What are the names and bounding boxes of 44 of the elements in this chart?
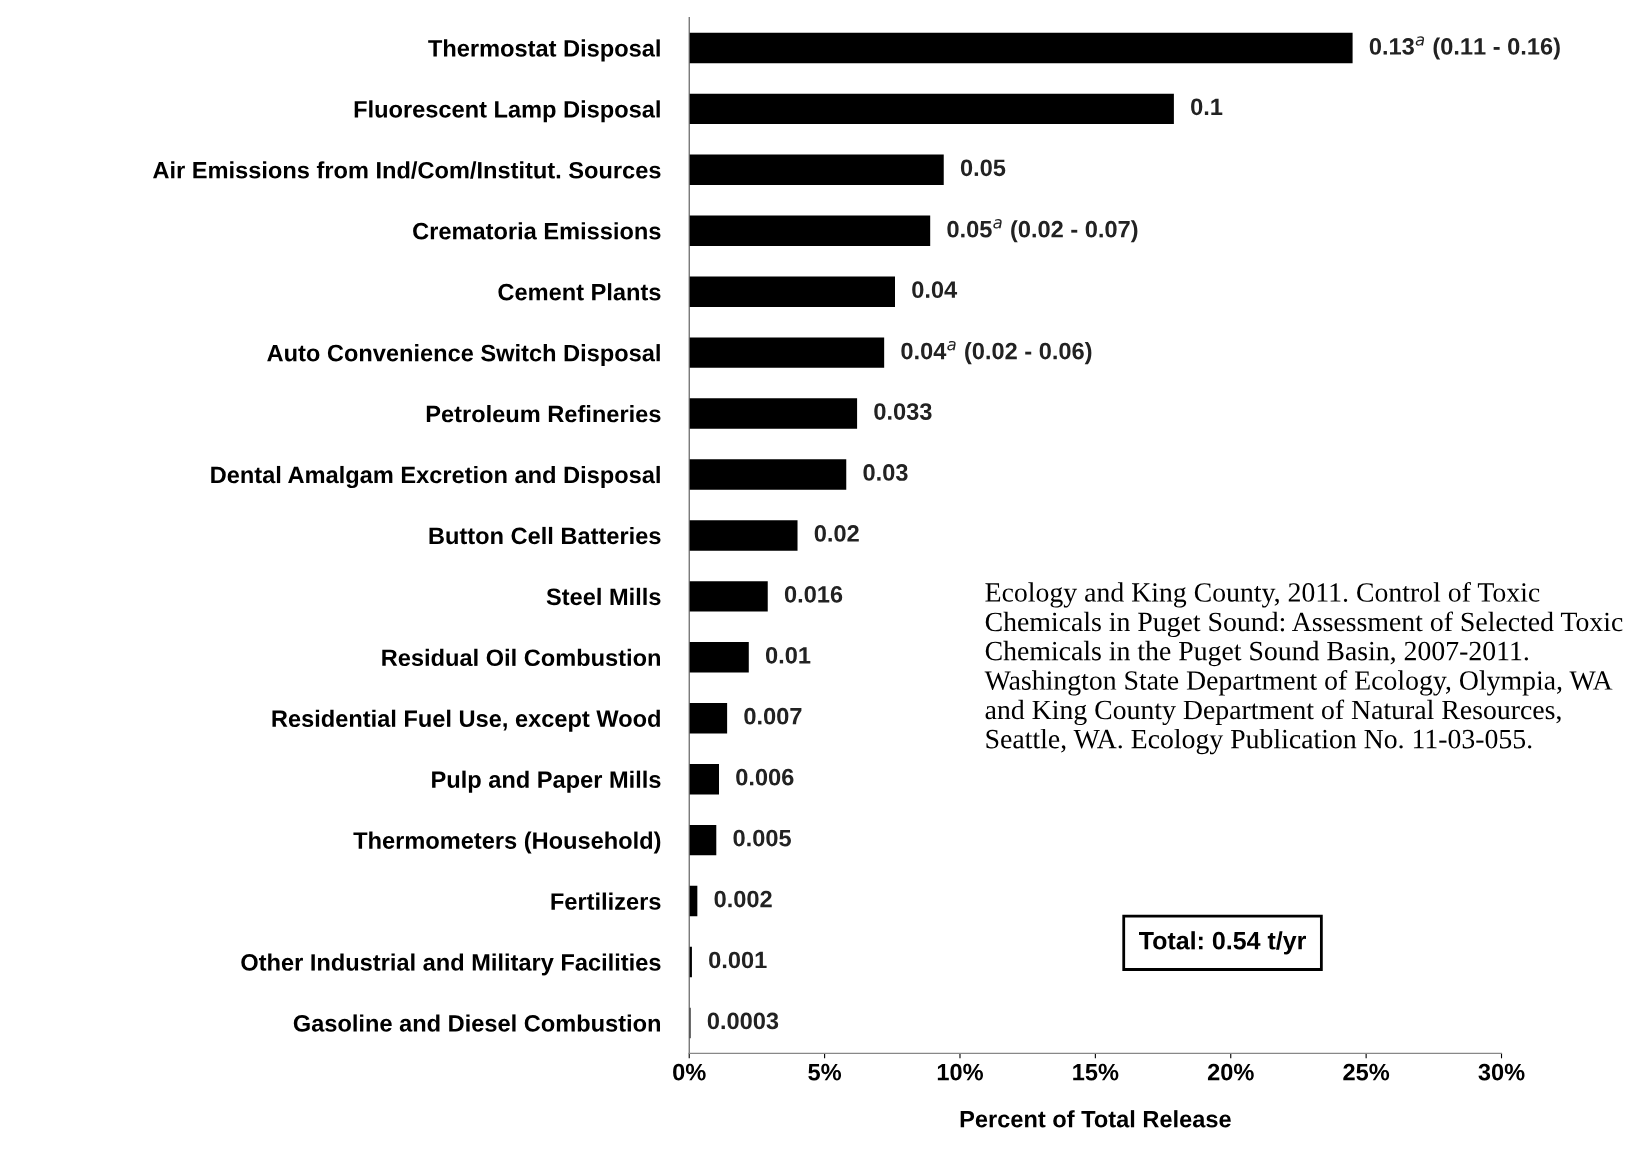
x-tick-label: 0% [673,1063,706,1081]
x-tick-label: 5% [808,1063,842,1081]
y-tick-label: Fluorescent Lamp Disposal [354,100,660,123]
x-tick-label: 25% [1343,1063,1390,1081]
annotation: 0.016 [784,586,843,603]
y-tick-label: Dental Amalgam Excretion and Disposal [211,465,660,489]
annotation: 0.006 [736,768,794,786]
x-tick-label: 10% [937,1063,983,1081]
y-tick-label: Air Emissions from Ind/Com/Institut. Sources [153,161,661,179]
y-tick-label: Fertilizers [551,892,661,910]
x-tick-label: 15% [1073,1063,1119,1081]
annotation: 0.04 [912,281,958,299]
annotation: Ecology and King County, 2011. Control of Toxic Chemicals in Puget Sound: Assessment of Selected Toxic Chemicals in the Puget Sound Basin, 2007-2011. Washington State Department of Ecology, Olympia, WA and King County Department of Natural Resources, Seattle, WA. Ecology Publication No. 11-03-055. [984,582,1623,755]
annotation: Total: 0.54 t/yr [1139,931,1306,955]
y-tick-label: Button Cell Batteries [429,526,661,545]
annotation: 0.04$^{a}$ (0.02 - 0.06) [901,340,1092,365]
annotation: 0.02 [814,525,859,542]
annotation: 0.005 [733,829,791,847]
x-tick-label: 20% [1207,1063,1254,1081]
x-axis-title: Percent of Total Release [960,1110,1231,1128]
y-tick-label: Auto Convenience Switch Disposal [267,344,660,367]
y-tick-label: Crematoria Emissions [413,222,661,240]
annotation: 0.0003 [707,1012,779,1030]
annotation: 0.1 [1191,98,1223,116]
annotation: 0.05 [960,159,1006,177]
y-tick-label: Petroleum Refineries [426,405,661,423]
y-tick-label: Cement Plants [498,283,661,301]
y-tick-label: Thermometers (Household) [353,831,661,854]
annotation: 0.13$^{a}$ (0.11 - 0.16) [1369,36,1560,60]
annotation: 0.03 [863,464,908,481]
x-tick-label: 30% [1478,1063,1525,1081]
y-tick-label: Thermostat Disposal [428,39,660,62]
y-tick-label: Residual Oil Combustion [382,648,660,667]
y-tick-label: Steel Mills [546,587,661,606]
annotation: 0.033 [874,403,932,420]
annotation: 0.002 [714,890,772,908]
y-tick-label: Pulp and Paper Mills [432,770,661,793]
y-tick-label: Residential Fuel Use, except Wood [272,709,660,732]
annotation: 0.001 [709,951,767,969]
annotation: 0.05$^{a}$ (0.02 - 0.07) [947,219,1138,243]
y-tick-label: Gasoline and Diesel Combustion [293,1014,661,1032]
annotation: 0.007 [744,707,802,725]
annotation: 0.01 [765,646,811,664]
y-tick-label: Other Industrial and Military Facilities [241,953,661,976]
